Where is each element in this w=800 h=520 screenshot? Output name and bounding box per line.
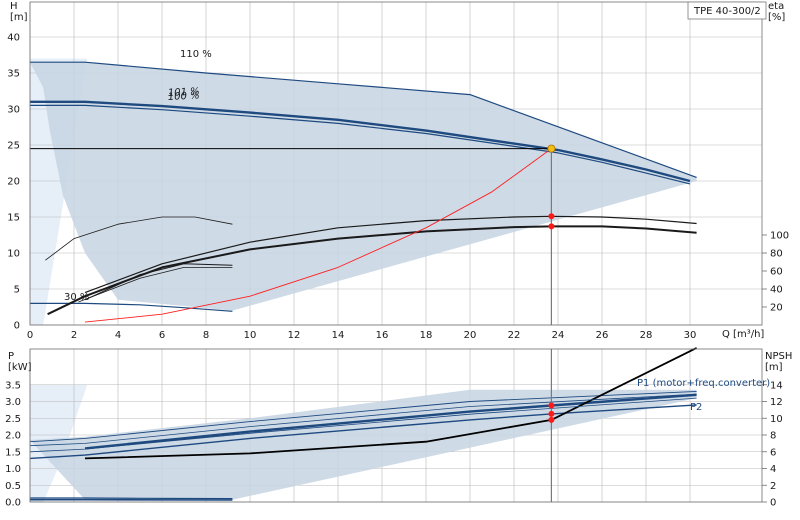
- bottom-y-right-tick-label: 6: [770, 447, 776, 458]
- bottom-y-tick-label: 3.5: [5, 380, 21, 391]
- bottom-y-right-tick-label: 14: [770, 380, 783, 391]
- top-y-right-tick-label: 100: [770, 231, 789, 242]
- top-series-100-: [30, 104, 691, 185]
- top-y-tick-label: 25: [7, 141, 20, 152]
- bottom-point-P2-point: [548, 410, 555, 417]
- top-series-101-: [30, 100, 691, 183]
- label-110: 110 %: [180, 49, 212, 60]
- label-101: 101 %: [168, 86, 200, 99]
- top-series-eta-110-: [45, 216, 233, 261]
- top-x-tick-label: 14: [332, 330, 345, 341]
- bottom-y-right-tick-label: 0: [770, 498, 776, 509]
- bottom-y-tick-label: 0.0: [5, 498, 21, 509]
- bottom-point-P1-point: [548, 402, 555, 409]
- top-x-tick-label: 0: [27, 330, 33, 341]
- top-series-system-curve: [84, 148, 552, 323]
- top-point-eta-point-1: [548, 213, 555, 220]
- top-y-right-tick-label: 20: [770, 303, 783, 314]
- top-y-tick-label: 15: [7, 213, 20, 224]
- bottom-y-right-tick-label: 8: [770, 431, 776, 442]
- top-x-tick-label: 22: [508, 330, 521, 341]
- top-x-tick-label: 12: [288, 330, 301, 341]
- bottom-ylabel-npsh: NPSH [m]: [765, 351, 792, 373]
- bottom-series-p1-motor-freq-converter-: [84, 393, 697, 450]
- top-series-eta-30-: [84, 263, 233, 301]
- top-ylabel-h: H [m]: [10, 1, 28, 23]
- top-x-tick-label: 20: [464, 330, 477, 341]
- bottom-ylabel-p: P [kW]: [8, 351, 32, 373]
- top-y-tick-label: 5: [14, 285, 20, 296]
- top-frame: [29, 1, 763, 326]
- bottom-y-right-tick-label: 10: [770, 414, 783, 425]
- legend-p2: P2: [690, 402, 702, 413]
- top-x-tick-label: 6: [159, 330, 165, 341]
- bottom-y-right-tick-label: 4: [770, 464, 776, 475]
- legend-p1: P1 (motor+freq.converter): [637, 378, 770, 389]
- top-y-tick-label: 0: [14, 321, 20, 332]
- top-y-tick-label: 35: [7, 69, 20, 80]
- label-100: 100 %: [168, 90, 200, 103]
- top-point-duty-point: [547, 144, 556, 153]
- top-series-30-: [30, 302, 233, 312]
- bottom-series-p2: [29, 404, 697, 460]
- top-ylabel-eta: eta [%]: [768, 1, 785, 23]
- top-x-tick-label: 10: [244, 330, 257, 341]
- top-y-tick-label: 10: [7, 249, 20, 260]
- bottom-y-tick-label: 2.0: [5, 431, 21, 442]
- bottom-frame: [29, 348, 763, 503]
- bottom-series-p1-110-: [29, 390, 697, 443]
- bottom-y-tick-label: 1.5: [5, 447, 21, 458]
- title-box: TPE 40-300/2: [687, 1, 767, 20]
- bottom-series-npsh: [84, 347, 697, 460]
- top-y-right-tick-label: 60: [770, 267, 783, 278]
- bottom-envelope: [30, 389, 697, 500]
- top-y-right-tick-label: 80: [770, 249, 783, 260]
- top-x-tick-label: 24: [552, 330, 565, 341]
- bottom-y-tick-label: 1.0: [5, 464, 21, 475]
- bottom-y-right-tick-label: 2: [770, 481, 776, 492]
- bottom-y-tick-label: 0.5: [5, 481, 21, 492]
- plot-layer: 0 2 4 6 8 10 12 14 16 18 20 22 24 26 28 300510152025303…: [5, 1, 789, 509]
- top-x-tick-label: 28: [640, 330, 653, 341]
- top-x-tick-label: 8: [203, 330, 209, 341]
- label-30: 30 %: [64, 292, 89, 303]
- bottom-y-tick-label: 2.5: [5, 414, 21, 425]
- top-x-tick-label: 26: [596, 330, 609, 341]
- top-y-tick-label: 20: [7, 177, 20, 188]
- top-x-tick-label: 4: [115, 330, 121, 341]
- bottom-series-p1-aux: [29, 397, 697, 453]
- bottom-y-tick-label: 3.0: [5, 397, 21, 408]
- top-series-eta-100-: [47, 225, 697, 316]
- bottom-series-p1-aux2: [29, 393, 697, 447]
- top-y-tick-label: 30: [7, 105, 20, 116]
- bottom-point-NPSH-point: [548, 416, 555, 423]
- top-series-eta-101-: [84, 215, 697, 294]
- top-xlabel: Q [m³/h]: [722, 329, 764, 340]
- bottom-y-right-tick-label: 12: [770, 397, 783, 408]
- top-point-eta-point-2: [548, 223, 555, 230]
- top-x-tick-label: 16: [376, 330, 389, 341]
- top-x-tick-label: 2: [71, 330, 77, 341]
- chart-title: TPE 40-300/2: [693, 6, 761, 17]
- bottom-series-p1-30-: [30, 497, 233, 500]
- top-y-right-tick-label: 40: [770, 285, 783, 296]
- top-y-tick-label: 40: [7, 33, 20, 44]
- top-series-eta-aux: [78, 266, 233, 303]
- top-envelope: [30, 62, 697, 311]
- top-x-tick-label: 18: [420, 330, 433, 341]
- top-x-tick-label: 30: [684, 330, 697, 341]
- top-series-110-: [30, 61, 697, 178]
